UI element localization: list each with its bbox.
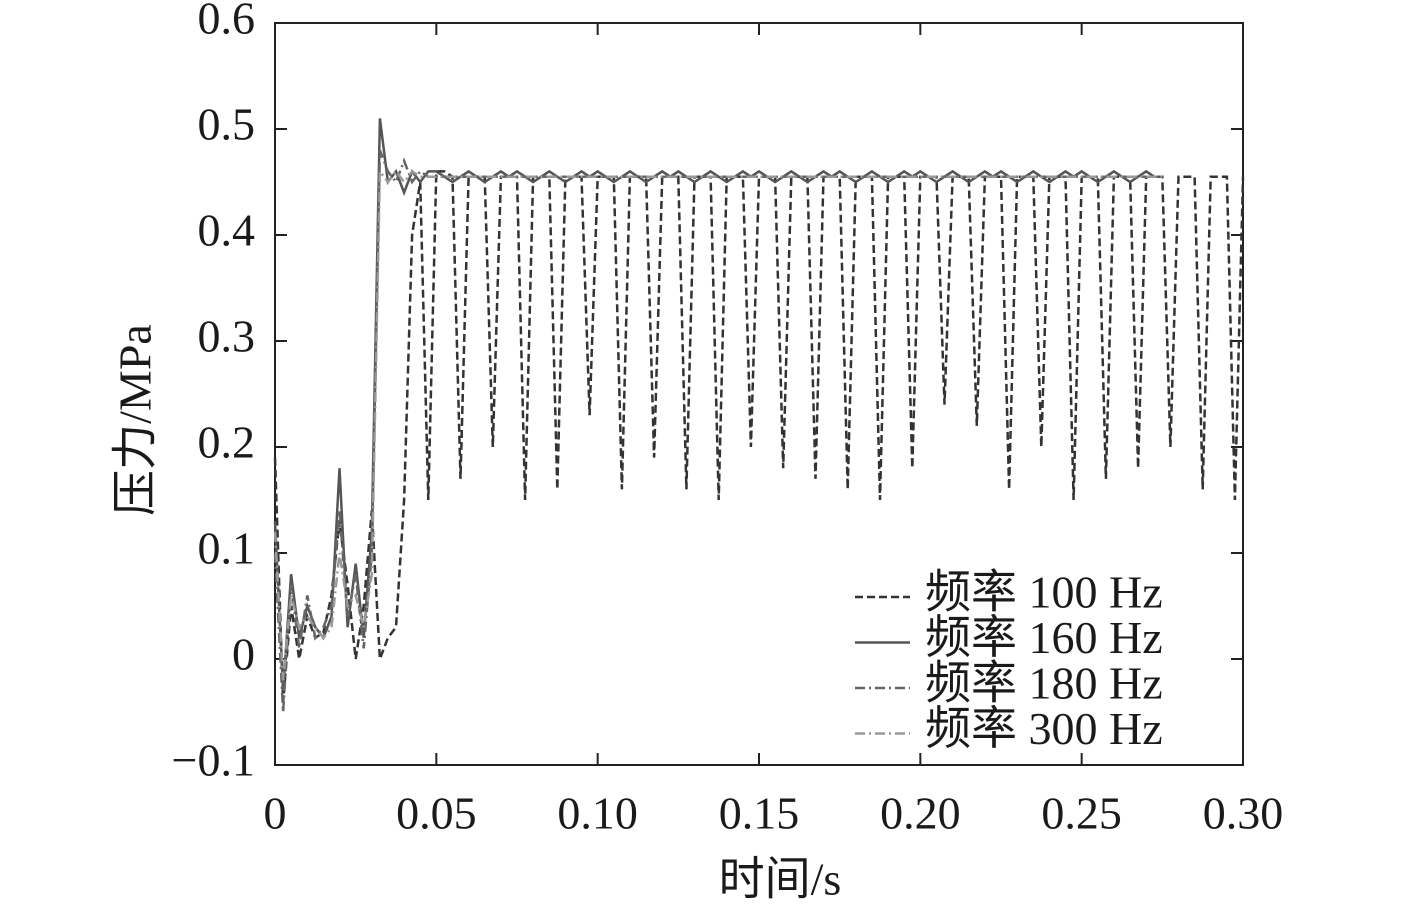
- y-tick-label: 0.1: [198, 523, 256, 574]
- x-tick-label: 0.10: [557, 788, 638, 839]
- x-tick-label: 0.30: [1203, 788, 1284, 839]
- legend-label: 频率 180 Hz: [925, 658, 1163, 709]
- legend-label: 频率 300 Hz: [925, 703, 1163, 754]
- x-tick-label: 0.25: [1041, 788, 1122, 839]
- y-tick-label: 0: [232, 629, 255, 680]
- x-tick-label: 0.15: [719, 788, 800, 839]
- x-tick-label: 0.20: [880, 788, 961, 839]
- x-tick-label: 0.05: [396, 788, 477, 839]
- series-line: [273, 118, 1163, 691]
- y-tick-label: 0.6: [198, 0, 256, 44]
- x-tick-label: 0: [264, 788, 287, 839]
- y-tick-label: 0.4: [198, 205, 256, 256]
- y-tick-label: 0.2: [198, 417, 256, 468]
- x-axis-label: 时间/s: [719, 854, 842, 905]
- legend-label: 频率 160 Hz: [925, 612, 1163, 663]
- y-tick-label: 0.3: [198, 311, 256, 362]
- y-tick-label: −0.1: [172, 735, 255, 786]
- legend-label: 频率 100 Hz: [925, 567, 1163, 618]
- y-axis-label: 压力/MPa: [110, 324, 161, 516]
- series-line: [273, 167, 1163, 681]
- y-tick-label: 0.5: [198, 99, 256, 150]
